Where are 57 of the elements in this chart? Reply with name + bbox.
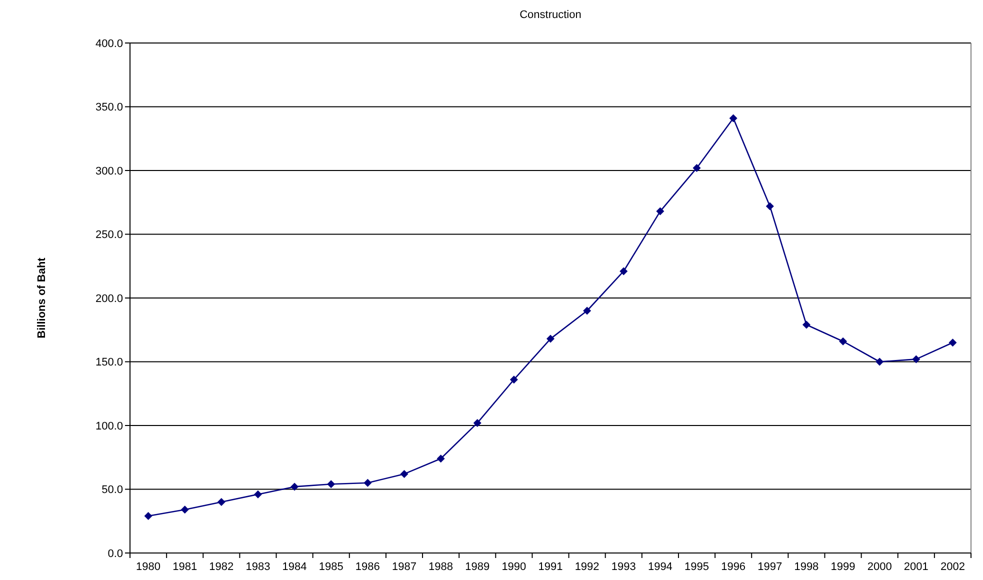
point — [327, 480, 336, 488]
point — [364, 478, 372, 487]
x-tick-label: 1995 — [684, 561, 710, 573]
point — [692, 164, 701, 172]
point — [144, 512, 152, 520]
point — [400, 470, 408, 478]
y-tick-label: 200.0 — [95, 292, 123, 305]
point — [510, 376, 518, 384]
y-tick-label: 300.0 — [95, 165, 123, 178]
chart-title: Construction — [520, 9, 582, 21]
point — [180, 506, 189, 514]
x-tick-label: 1994 — [648, 561, 672, 573]
x-tick-label: 2002 — [940, 561, 965, 573]
x-tick-label: 1992 — [574, 561, 600, 573]
point — [217, 498, 226, 506]
point — [473, 418, 482, 427]
x-tick-label: 1996 — [721, 561, 746, 573]
x-tick-label: 1987 — [392, 561, 416, 573]
y-tick-label: 250.0 — [95, 229, 123, 242]
point — [766, 202, 774, 210]
y-tick-label: 150.0 — [95, 356, 123, 369]
point — [583, 306, 592, 315]
point — [254, 490, 262, 498]
x-tick-label: 1988 — [428, 561, 454, 573]
point — [546, 334, 554, 343]
x-tick-label: 2001 — [904, 561, 928, 573]
point — [620, 267, 628, 276]
point — [290, 482, 299, 491]
x-tick-label: 1989 — [465, 561, 490, 573]
y-tick-label: 0.0 — [108, 548, 123, 560]
x-tick-label: 1993 — [611, 561, 636, 573]
x-tick-label: 1991 — [538, 561, 563, 573]
x-tick-label: 1998 — [794, 561, 819, 573]
point — [912, 355, 920, 364]
point — [802, 320, 810, 329]
y-tick-label: 350.0 — [95, 102, 123, 114]
y-tick-label: 400.0 — [95, 38, 123, 50]
point — [729, 114, 738, 122]
x-tick-label: 1984 — [282, 561, 307, 573]
point — [656, 207, 664, 216]
x-tick-label: 1997 — [758, 561, 782, 573]
y-axis-title: Billions of Baht — [36, 257, 48, 338]
point — [839, 337, 848, 346]
x-tick-label: 1990 — [502, 561, 526, 573]
point — [436, 454, 445, 463]
x-tick-label: 1983 — [246, 561, 270, 573]
y-tick-label: 50.0 — [102, 484, 123, 496]
x-tick-label: 1985 — [318, 561, 344, 573]
x-tick-label: 1999 — [830, 561, 856, 573]
x-tick-label: 1982 — [209, 561, 234, 573]
x-tick-label: 2000 — [867, 561, 892, 573]
point — [876, 358, 884, 366]
point — [948, 338, 957, 347]
x-tick-label: 1981 — [172, 561, 198, 573]
y-tick-label: 100.0 — [95, 420, 123, 432]
x-tick-label: 1980 — [136, 561, 161, 573]
x-tick-label: 1986 — [355, 561, 380, 573]
